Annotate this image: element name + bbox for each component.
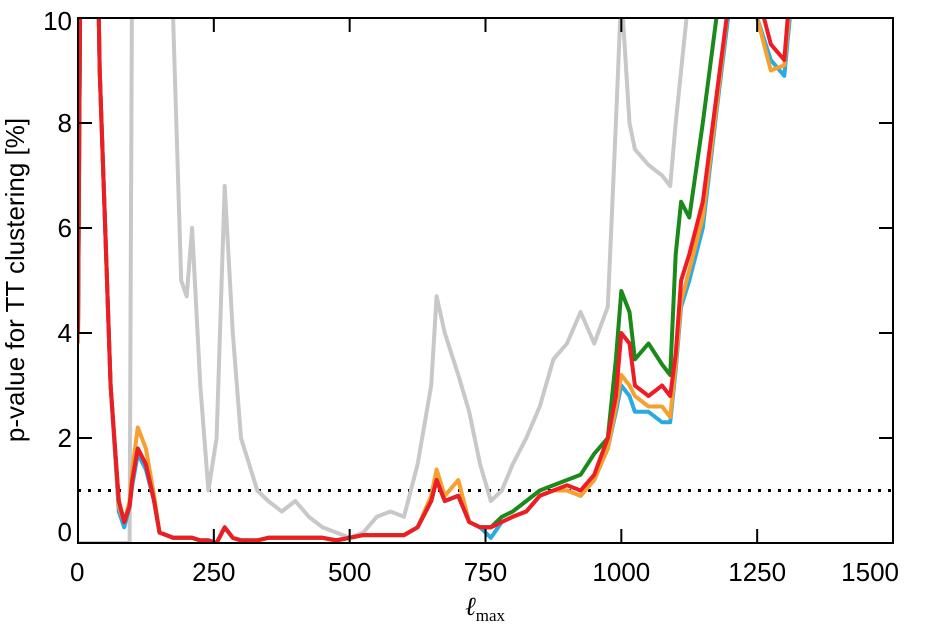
y-tick-label: 8 <box>58 108 72 138</box>
x-tick-label: 1000 <box>592 557 650 587</box>
x-tick-label: 750 <box>464 557 507 587</box>
x-label-sub: max <box>476 606 506 625</box>
series-line <box>78 18 689 543</box>
x-axis-label: ℓmax <box>465 592 506 625</box>
plot-area <box>78 18 893 543</box>
y-tick-label: 4 <box>58 318 72 348</box>
x-label-base: ℓ <box>465 592 476 621</box>
x-tick-label: 500 <box>328 557 371 587</box>
y-tick-label: 0 <box>58 517 72 547</box>
frame <box>77 17 894 544</box>
y-axis-label: p-value for TT clustering [%] <box>0 118 30 442</box>
y-tick-label: 6 <box>58 213 72 243</box>
x-tick-label: 1250 <box>728 557 786 587</box>
y-tick-label: 2 <box>58 423 72 453</box>
series-line <box>78 18 790 543</box>
x-tick-label: 250 <box>192 557 235 587</box>
y-tick-label: 10 <box>43 6 72 36</box>
x-tick-label: 0 <box>70 557 84 587</box>
x-tick-label: 1500 <box>841 557 899 587</box>
